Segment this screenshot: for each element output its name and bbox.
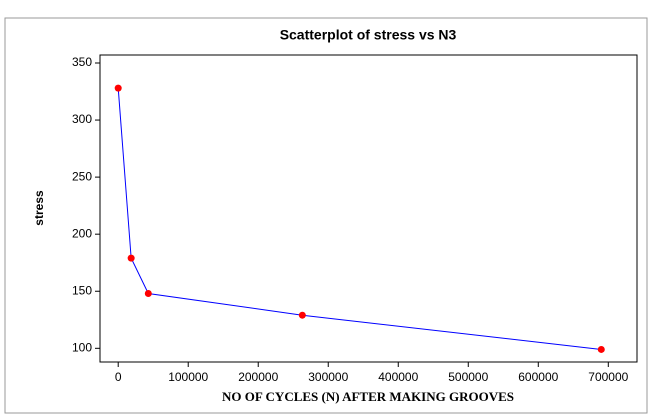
- y-tick-label: 350: [72, 55, 92, 69]
- x-tick-label: 400000: [378, 370, 418, 384]
- y-tick-label: 300: [72, 112, 92, 126]
- x-tick-label: 0: [115, 370, 122, 384]
- y-tick-label: 150: [72, 283, 92, 297]
- plot-area: [99, 54, 638, 363]
- point: [127, 254, 135, 262]
- point: [144, 290, 152, 298]
- x-tick-label: 300000: [308, 370, 348, 384]
- point: [597, 345, 605, 353]
- point: [298, 311, 306, 319]
- y-axis-label: stress: [32, 190, 46, 226]
- y-tick-label: 200: [72, 226, 92, 240]
- x-tick-label: 500000: [448, 370, 488, 384]
- point: [114, 84, 122, 92]
- x-tick-label: 600000: [518, 370, 558, 384]
- y-tick-label: 250: [72, 169, 92, 183]
- y-tick-label: 100: [72, 340, 92, 354]
- x-axis-label: NO OF CYCLES (N) AFTER MAKING GROOVES: [222, 389, 514, 404]
- chart-title: Scatterplot of stress vs N3: [280, 27, 457, 43]
- x-tick-label: 200000: [238, 370, 278, 384]
- x-tick-label: 700000: [588, 370, 628, 384]
- x-tick-label: 100000: [168, 370, 208, 384]
